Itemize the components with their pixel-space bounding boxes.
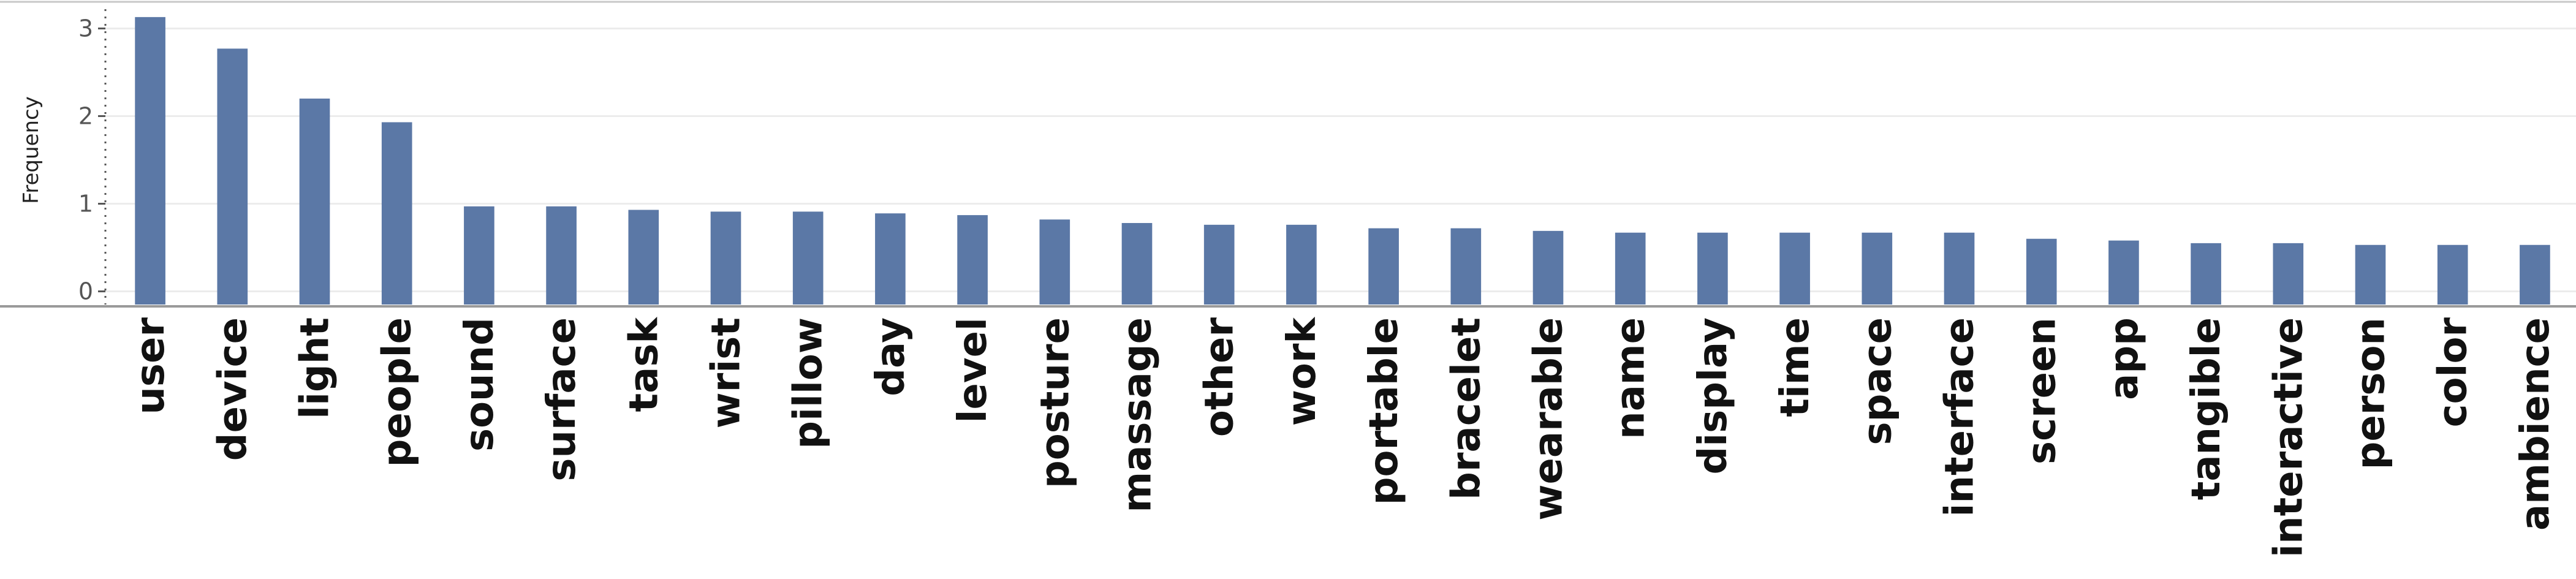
bar-posture <box>1039 219 1070 305</box>
bar-wrist <box>710 211 741 305</box>
bar-bracelet <box>1450 228 1482 305</box>
bar-massage <box>1121 222 1153 305</box>
category-label-user: user <box>128 317 173 415</box>
category-label-time: time <box>1773 317 1818 417</box>
category-label-tangible: tangible <box>2184 317 2229 500</box>
category-label-name: name <box>1608 317 1654 439</box>
bar-name <box>1615 232 1646 305</box>
bar-person <box>2355 244 2386 305</box>
category-label-pillow: pillow <box>786 317 832 449</box>
category-label-interface: interface <box>1938 317 1983 517</box>
category-label-day: day <box>868 317 914 396</box>
y-tick-label: 3 <box>78 15 93 42</box>
category-label-space: space <box>1855 317 1900 445</box>
bar-device <box>217 48 248 305</box>
bar-work <box>1286 224 1317 305</box>
category-label-work: work <box>1279 317 1325 426</box>
category-label-wrist: wrist <box>704 317 749 428</box>
bar-interactive <box>2273 243 2304 305</box>
category-label-display: display <box>1691 317 1736 475</box>
bar-wearable <box>1532 230 1564 305</box>
bar-tangible <box>2191 243 2221 305</box>
category-label-color: color <box>2431 317 2476 428</box>
bar-screen <box>2026 238 2057 305</box>
y-tick-label: 0 <box>78 278 93 305</box>
bar-ambience <box>2520 244 2550 305</box>
category-label-device: device <box>210 317 256 461</box>
category-label-task: task <box>621 317 667 412</box>
bar-sound <box>464 206 494 305</box>
category-label-light: light <box>293 317 338 419</box>
category-label-massage: massage <box>1115 317 1161 512</box>
category-label-interactive: interactive <box>2266 317 2311 558</box>
bar-display <box>1697 232 1728 305</box>
bar-level <box>957 215 988 305</box>
y-axis: 0 1 2 3 <box>78 9 107 305</box>
bar-time <box>1779 232 1810 305</box>
bar-pillow <box>792 211 824 305</box>
category-label-portable: portable <box>1362 317 1407 505</box>
bar-interface <box>1944 232 1975 305</box>
bar-other <box>1203 224 1235 305</box>
y-tick-label: 1 <box>78 191 93 218</box>
category-label-wearable: wearable <box>1526 317 1572 521</box>
y-tick-label: 2 <box>78 102 93 129</box>
gridlines <box>105 27 2576 293</box>
bar-user <box>135 17 165 305</box>
category-label-person: person <box>2349 317 2394 469</box>
category-labels: user device light people sound surface task wri… <box>128 317 2558 558</box>
category-label-screen: screen <box>2020 317 2065 464</box>
bar-surface <box>546 206 577 305</box>
bar-color <box>2437 244 2468 305</box>
bar-day <box>875 213 906 305</box>
bar-light <box>299 98 330 305</box>
bar-people <box>381 122 412 305</box>
bar-space <box>1862 232 1893 305</box>
category-label-ambience: ambience <box>2513 317 2558 531</box>
category-label-other: other <box>1197 317 1243 437</box>
bars <box>135 17 2550 305</box>
y-axis-title: Frequency <box>19 96 44 204</box>
category-label-app: app <box>2102 317 2147 400</box>
category-label-bracelet: bracelet <box>1444 317 1489 500</box>
category-label-posture: posture <box>1032 317 1078 488</box>
category-label-surface: surface <box>539 317 585 482</box>
bar-task <box>628 210 659 305</box>
category-label-sound: sound <box>457 317 502 452</box>
bar-app <box>2108 240 2139 305</box>
category-label-people: people <box>375 317 420 467</box>
bar-portable <box>1368 228 1399 305</box>
category-label-level: level <box>950 317 996 423</box>
